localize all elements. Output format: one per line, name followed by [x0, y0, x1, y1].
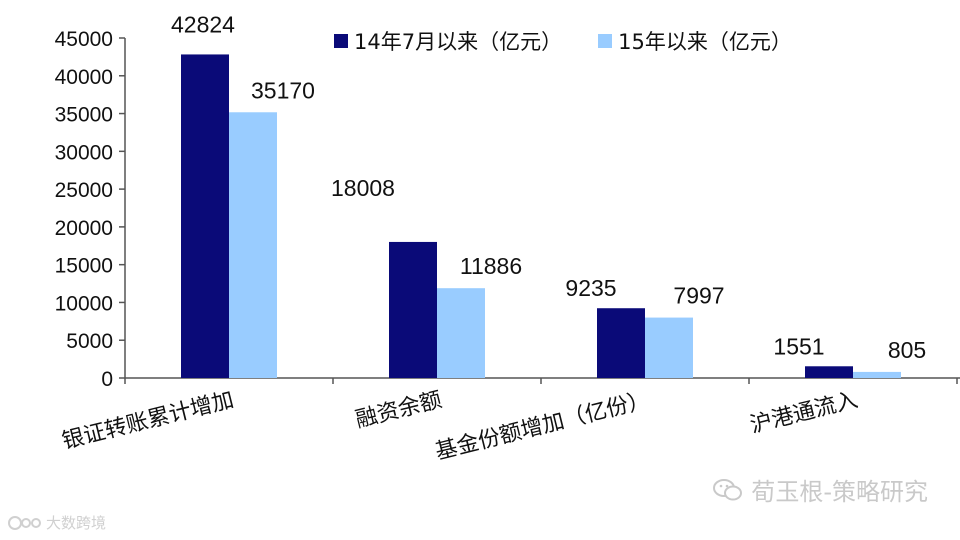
- data-label-s2-0: 35170: [251, 77, 315, 103]
- y-tick-label-5: 25000: [55, 179, 113, 202]
- y-tick-label-9: 45000: [55, 28, 113, 51]
- legend-label-series-1: 14年7月以来（亿元）: [354, 30, 563, 54]
- bar-s2-2: [645, 317, 693, 378]
- y-tick-label-3: 15000: [55, 255, 113, 278]
- wechat-icon: [713, 478, 743, 500]
- category-label-2: 基金份额增加（亿份）: [433, 388, 653, 465]
- legend-swatch-series-2: [598, 34, 613, 48]
- y-tick-label-6: 30000: [55, 141, 113, 164]
- logo-text: 大数跨境: [46, 514, 107, 532]
- logo-icon: [8, 515, 41, 530]
- legend-swatch-series-1: [334, 34, 348, 48]
- y-tick-label-0: 0: [101, 368, 113, 391]
- legend-label-series-2: 15年以来（亿元）: [618, 30, 792, 54]
- category-label-3: 沪港通流入: [748, 388, 861, 439]
- watermark: 荀玉根-策略研究: [713, 472, 928, 507]
- category-label-0: 银证转账累计增加: [60, 388, 237, 455]
- y-tick-label-1: 5000: [66, 330, 113, 353]
- bar-s1-2: [597, 308, 645, 378]
- y-tick-label-8: 40000: [55, 66, 113, 89]
- logo: 大数跨境: [8, 512, 106, 533]
- y-tick-label-4: 20000: [55, 217, 113, 240]
- bar-s1-3: [805, 366, 853, 378]
- data-label-s1-1: 18008: [331, 175, 395, 201]
- legend-item-series-1: 14年7月以来（亿元）: [334, 26, 562, 56]
- bar-s2-3: [853, 371, 901, 378]
- category-label-1: 融资余额: [353, 388, 444, 434]
- watermark-text: 荀玉根-策略研究: [751, 478, 928, 506]
- bar-s1-0: [181, 54, 229, 378]
- y-tick-label-2: 10000: [55, 292, 113, 315]
- data-label-s2-3: 805: [888, 337, 926, 363]
- data-label-s1-3: 1551: [773, 333, 824, 359]
- data-label-s2-2: 7997: [673, 283, 724, 309]
- bar-s2-1: [437, 288, 485, 378]
- bar-s1-1: [389, 241, 437, 378]
- legend: 14年7月以来（亿元） 15年以来（亿元）: [334, 26, 792, 56]
- data-label-s1-0: 42824: [171, 11, 235, 37]
- bar-s2-0: [229, 112, 277, 378]
- data-label-s1-2: 9235: [565, 275, 616, 301]
- data-label-s2-1: 11886: [460, 253, 522, 279]
- legend-item-series-2: 15年以来（亿元）: [598, 26, 792, 56]
- y-tick-label-7: 35000: [55, 104, 113, 127]
